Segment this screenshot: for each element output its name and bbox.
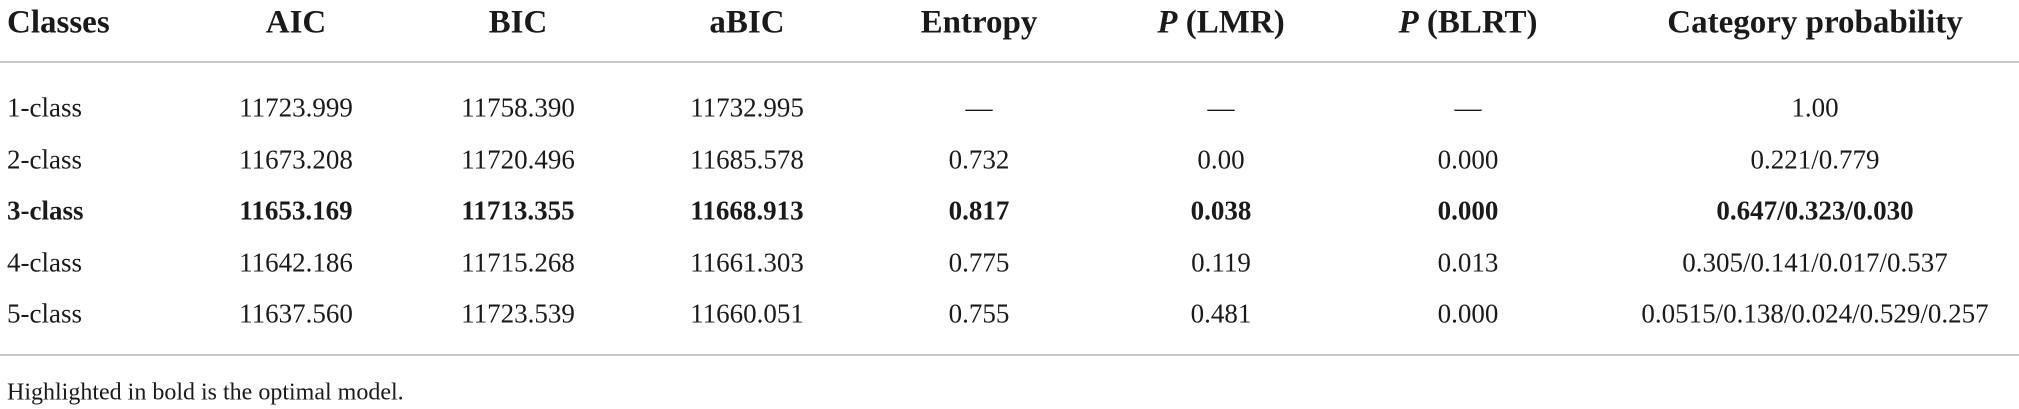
table-cell: 0.647/0.323/0.030: [1716, 195, 1914, 226]
table-cell: 0.755: [948, 298, 1010, 329]
table-cell: 0.0515/0.138/0.024/0.529/0.257: [1641, 298, 1989, 329]
table-cell: 0.817: [948, 195, 1010, 226]
table-cell: 11720.496: [461, 144, 575, 175]
table-cell: 0.000: [1437, 195, 1499, 226]
bottom-rule: [0, 354, 2019, 356]
table-cell: 3-class: [7, 195, 84, 226]
column-header: aBIC: [709, 5, 784, 42]
table-cell: 11723.999: [239, 92, 353, 123]
header-text: (BLRT): [1426, 4, 1538, 41]
column-header: Entropy: [921, 5, 1038, 42]
table-cell: 11661.303: [690, 247, 804, 278]
table-cell: 11642.186: [239, 247, 353, 278]
table-cell: 11653.169: [239, 195, 353, 226]
column-header: Category probability: [1667, 5, 1962, 42]
table-cell: 0.00: [1197, 144, 1245, 175]
table-cell: 0.013: [1437, 247, 1499, 278]
header-italic: P: [1398, 4, 1419, 41]
table-cell: —: [965, 92, 993, 123]
footnote: Highlighted in bold is the optimal model…: [7, 379, 404, 406]
header-text: aBIC: [709, 4, 785, 41]
column-header: AIC: [266, 5, 327, 42]
table-cell: 11713.355: [461, 195, 575, 226]
table-cell: 11685.578: [690, 144, 804, 175]
header-text: Category probability: [1667, 4, 1963, 41]
table-cell: 0.000: [1437, 298, 1499, 329]
table-cell: 11668.913: [690, 195, 804, 226]
column-header: P (BLRT): [1398, 5, 1537, 42]
table-cell: 1.00: [1791, 92, 1839, 123]
table-cell: 0.221/0.779: [1750, 144, 1880, 175]
table-cell: 11723.539: [461, 298, 575, 329]
header-text: Classes: [7, 4, 110, 41]
table-cell: 11715.268: [461, 247, 575, 278]
column-header: Classes: [7, 5, 110, 42]
header-text: Entropy: [920, 4, 1038, 41]
table-cell: 4-class: [7, 247, 82, 278]
table-cell: 0.038: [1190, 195, 1252, 226]
column-header: BIC: [489, 5, 548, 42]
column-header: P (LMR): [1157, 5, 1284, 42]
table-cell: 5-class: [7, 298, 82, 329]
table-cell: 0.732: [948, 144, 1010, 175]
table-cell: 11732.995: [690, 92, 804, 123]
table-cell: 0.000: [1437, 144, 1499, 175]
header-text: (LMR): [1185, 4, 1285, 41]
table-cell: 0.119: [1191, 247, 1251, 278]
table-cell: —: [1207, 92, 1235, 123]
table-cell: —: [1454, 92, 1482, 123]
table-cell: 2-class: [7, 144, 82, 175]
header-text: BIC: [488, 4, 548, 41]
table-cell: 0.305/0.141/0.017/0.537: [1682, 247, 1948, 278]
table-cell: 11758.390: [461, 92, 575, 123]
table-cell: 11673.208: [239, 144, 353, 175]
table-cell: 11660.051: [690, 298, 804, 329]
table-cell: 0.775: [948, 247, 1010, 278]
header-italic: P: [1157, 4, 1178, 41]
table-cell: 11637.560: [239, 298, 353, 329]
header-rule: [0, 61, 2019, 63]
table-cell: 1-class: [7, 92, 82, 123]
header-text: AIC: [265, 4, 327, 41]
table-cell: 0.481: [1190, 298, 1252, 329]
